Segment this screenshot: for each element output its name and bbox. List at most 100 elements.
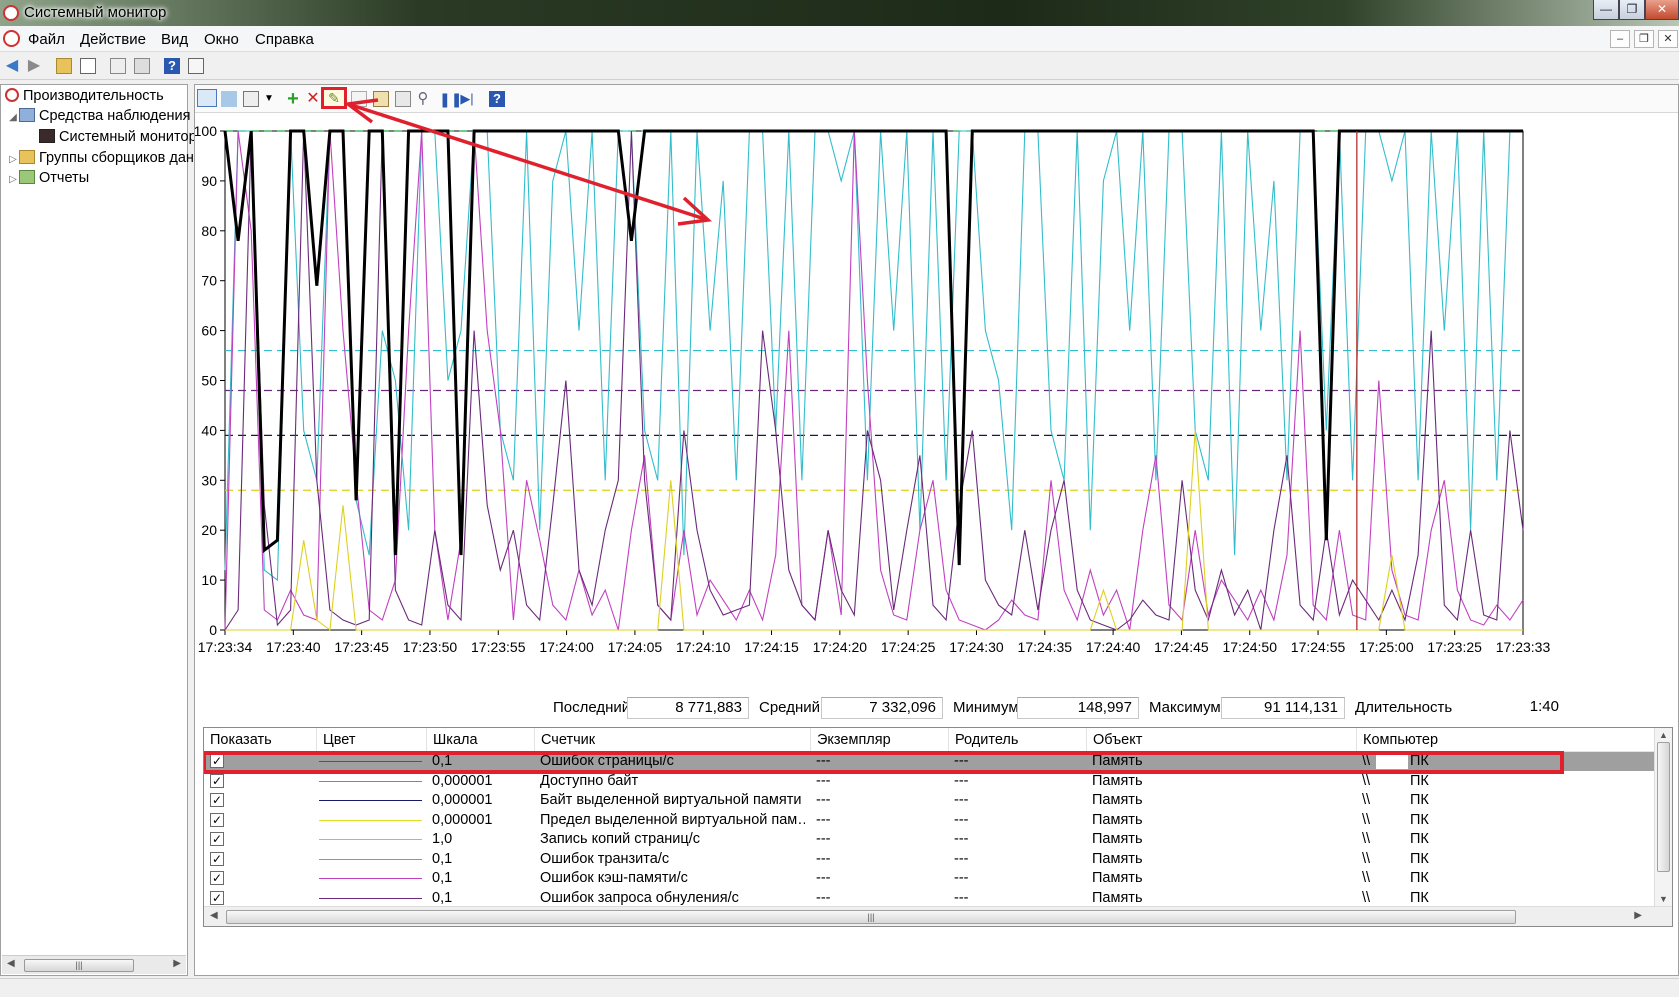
folder-icon — [19, 150, 35, 164]
window-title: Системный монитор — [24, 4, 167, 21]
scroll-left-icon[interactable]: ◀ — [210, 910, 218, 921]
scale-cell: 0,1 — [432, 850, 453, 867]
navigation-tree: Производительность ◢ Средства наблюдения … — [0, 84, 220, 976]
mmc-view-icon[interactable] — [188, 58, 204, 74]
table-row[interactable]: ✓ 0,1 Ошибок транзита/с --- --- Память \\ ПК — [204, 850, 1654, 869]
properties-icon[interactable] — [110, 58, 126, 74]
close-button[interactable]: ✕ — [1645, 0, 1679, 20]
menu-window[interactable]: Окно — [204, 31, 239, 48]
x-tick-label: 17:24:10 — [676, 639, 731, 655]
show-checkbox[interactable]: ✓ — [210, 812, 224, 827]
update-icon[interactable]: ▶| — [460, 91, 474, 106]
scrollbar-thumb[interactable]: ||| — [24, 959, 134, 972]
back-icon[interactable]: ◀ — [5, 57, 19, 74]
minimize-button[interactable]: — — [1593, 0, 1619, 20]
freeze-icon[interactable] — [221, 91, 237, 107]
column-object[interactable]: Объект — [1086, 728, 1356, 752]
delete-counter-icon[interactable]: ✕ — [306, 90, 320, 107]
column-scale[interactable]: Шкала — [426, 728, 534, 752]
mmc-icon[interactable] — [3, 30, 20, 47]
scroll-down-icon[interactable]: ▼ — [1659, 894, 1668, 904]
x-tick-label: 17:24:50 — [1222, 639, 1277, 655]
menu-help[interactable]: Справка — [255, 31, 314, 48]
column-computer[interactable]: Компьютер — [1356, 728, 1654, 752]
last-value: 8 771,883 — [627, 697, 749, 719]
menu-action[interactable]: Действие — [80, 31, 146, 48]
properties-icon[interactable] — [395, 91, 411, 107]
scroll-right-icon[interactable]: ▶ — [173, 958, 181, 969]
column-instance[interactable]: Экземпляр — [810, 728, 948, 752]
computer-cell: ПК — [1410, 811, 1429, 828]
show-checkbox[interactable]: ✓ — [210, 773, 224, 788]
x-tick-label: 17:23:40 — [266, 639, 321, 655]
help-icon[interactable]: ? — [489, 91, 505, 107]
mdi-minimize-button[interactable]: – — [1610, 30, 1630, 48]
scroll-left-icon[interactable]: ◀ — [7, 958, 15, 969]
highlight-icon[interactable]: ✎ — [321, 87, 347, 109]
instance-cell: --- — [816, 831, 831, 847]
column-parent[interactable]: Родитель — [948, 728, 1086, 752]
scale-cell: 0,1 — [432, 889, 453, 906]
show-checkbox[interactable]: ✓ — [210, 793, 224, 807]
object-cell: Память — [1092, 889, 1143, 906]
paste-counter-icon[interactable] — [373, 91, 389, 107]
table-row[interactable]: ✓ 0,1 Ошибок страницы/с --- --- Память \\ ПК — [204, 752, 1654, 771]
menu-file[interactable]: Файл — [28, 31, 65, 48]
tree-item-performance[interactable]: Производительность — [5, 85, 164, 107]
scale-cell: 0,000001 — [432, 772, 493, 789]
tree-item-monitoring-tools[interactable]: ◢ Средства наблюдения — [7, 105, 191, 127]
table-row[interactable]: ✓ 0,000001 Доступно байт --- --- Память \\ ПК — [204, 772, 1654, 791]
show-checkbox[interactable]: ✓ — [210, 890, 224, 905]
expand-icon[interactable]: ▷ — [9, 174, 17, 185]
export-icon[interactable] — [134, 58, 150, 74]
help-icon[interactable]: ? — [164, 58, 180, 74]
redacted-computer-name — [1376, 871, 1408, 886]
show-checkbox[interactable]: ✓ — [210, 851, 224, 866]
tree-item-system-monitor[interactable]: Системный монитор — [39, 126, 197, 148]
column-counter[interactable]: Счетчик — [534, 728, 810, 752]
counter-cell: Предел выделенной виртуальной пам… — [540, 811, 805, 828]
scrollbar-thumb[interactable] — [1657, 742, 1670, 872]
add-counter-icon[interactable]: + — [287, 88, 299, 110]
show-checkbox[interactable]: ✓ — [210, 832, 224, 846]
scroll-up-icon[interactable]: ▲ — [1659, 730, 1668, 740]
column-show[interactable]: Показать — [210, 732, 272, 748]
table-row[interactable]: ✓ 0,1 Ошибок кэш-памяти/с --- --- Память \\ ПК — [204, 869, 1654, 888]
table-vertical-scrollbar[interactable]: ▲ ▼ — [1654, 728, 1672, 906]
copy-properties-icon[interactable] — [351, 91, 367, 107]
scroll-right-icon[interactable]: ▶ — [1634, 910, 1642, 921]
object-cell: Память — [1092, 792, 1143, 808]
zoom-icon[interactable]: ⚲ — [417, 90, 429, 107]
mdi-restore-button[interactable]: ❐ — [1634, 30, 1654, 48]
y-tick-label: 30 — [201, 472, 217, 488]
tree-item-data-collector-sets[interactable]: ▷ Группы сборщиков данных — [7, 147, 220, 169]
folder-up-icon[interactable] — [56, 58, 72, 74]
scrollbar-thumb[interactable]: ||| — [226, 910, 1516, 924]
show-tree-icon[interactable] — [80, 58, 96, 74]
column-color[interactable]: Цвет — [316, 728, 426, 752]
forward-icon[interactable]: ▶ — [27, 57, 41, 74]
pause-icon[interactable]: ❚❚ — [439, 91, 463, 107]
show-checkbox[interactable]: ✓ — [210, 871, 224, 885]
redacted-computer-name — [1376, 754, 1408, 769]
collapse-icon[interactable]: ◢ — [9, 112, 17, 123]
expand-icon[interactable]: ▷ — [9, 154, 17, 165]
series-color-swatch — [319, 819, 422, 821]
table-row[interactable]: ✓ 0,000001 Байт выделенной виртуальной пам… — [204, 791, 1654, 810]
table-horizontal-scrollbar[interactable]: ◀ ||| ▶ — [204, 906, 1672, 926]
change-graph-type-icon[interactable] — [243, 91, 259, 107]
chevron-down-icon[interactable]: ▼ — [264, 93, 274, 104]
y-tick-label: 50 — [201, 373, 217, 389]
redacted-computer-name — [1376, 851, 1408, 867]
show-checkbox[interactable]: ✓ — [210, 754, 224, 768]
maximize-button[interactable]: ❐ — [1619, 0, 1645, 20]
table-row[interactable]: ✓ 1,0 Запись копий страниц/с --- --- Память \\… — [204, 830, 1654, 849]
table-row[interactable]: ✓ 0,1 Ошибок запроса обнуления/с --- --- Памя… — [204, 889, 1654, 908]
tree-item-reports[interactable]: ▷ Отчеты — [7, 167, 89, 189]
view-graph-icon[interactable] — [197, 89, 217, 107]
sidebar-horizontal-scrollbar[interactable]: ◀ ||| ▶ — [2, 955, 186, 974]
menu-view[interactable]: Вид — [161, 31, 189, 48]
mdi-close-button[interactable]: ✕ — [1658, 30, 1678, 48]
table-row[interactable]: ✓ 0,000001 Предел выделенной виртуальной п… — [204, 811, 1654, 830]
